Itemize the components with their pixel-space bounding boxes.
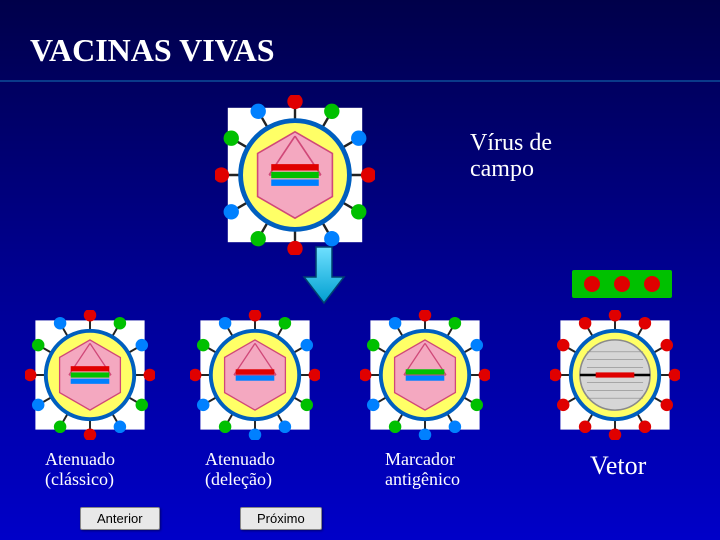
diagram-attenuated-deletion <box>190 310 320 445</box>
previous-button[interactable]: Anterior <box>80 507 160 530</box>
caption-marker: Marcadorantigênico <box>385 450 460 490</box>
gene-dot-icon <box>614 276 630 292</box>
deletion-genes-box <box>572 270 672 298</box>
diagram-antigenic-marker <box>360 310 490 445</box>
diagram-attenuated-classic <box>25 310 155 445</box>
diagram-vector <box>550 310 680 445</box>
arrow-down-icon <box>300 245 348 305</box>
caption-vector: Vetor <box>590 452 646 481</box>
gene-dot-icon <box>584 276 600 292</box>
caption-classic: Atenuado(clássico) <box>45 450 115 490</box>
caption-deletion: Atenuado(deleção) <box>205 450 275 490</box>
slide-title: VACINAS VIVAS <box>30 32 275 69</box>
title-divider <box>0 80 720 82</box>
diagram-field-virus <box>215 95 375 260</box>
field-virus-label: Vírus decampo <box>470 130 552 183</box>
gene-dot-icon <box>644 276 660 292</box>
next-button[interactable]: Próximo <box>240 507 322 530</box>
